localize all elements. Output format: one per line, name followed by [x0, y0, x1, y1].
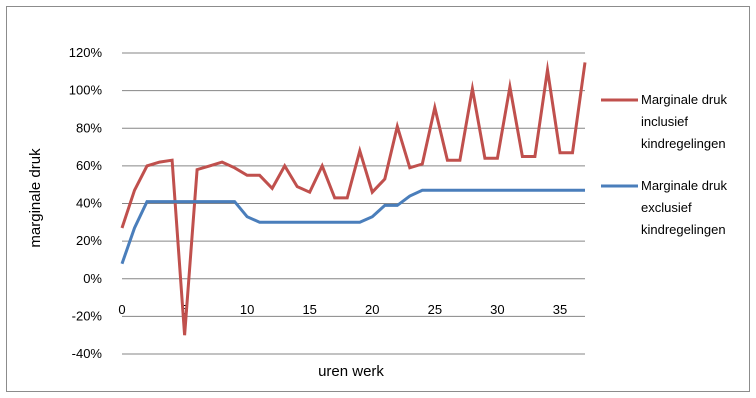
legend: Marginale druk inclusief kindregelingen Mar… — [601, 92, 727, 237]
legend-label-line: exclusief — [641, 200, 692, 215]
y-tick-label: -20% — [72, 308, 103, 323]
x-tick-label: 20 — [365, 302, 379, 317]
chart-frame — [6, 6, 750, 392]
y-tick-label: -40% — [72, 346, 103, 361]
y-tick-label: 40% — [76, 196, 102, 211]
x-axis-title: uren werk — [318, 363, 384, 380]
legend-label-line: kindregelingen — [641, 136, 726, 151]
y-tick-label: 0% — [83, 271, 102, 286]
y-axis-title: marginale druk — [27, 148, 44, 248]
x-tick-label: 5 — [181, 302, 188, 317]
legend-label-line: Marginale druk — [641, 92, 727, 107]
y-tick-label: 60% — [76, 158, 102, 173]
x-tick-label: 0 — [118, 302, 125, 317]
x-tick-label: 10 — [240, 302, 254, 317]
x-tick-label: 25 — [428, 302, 442, 317]
y-tick-label: 120% — [69, 45, 103, 60]
y-tick-labels: -40% -20% 0% 20% 40% 60% 80% 100% 120% — [69, 45, 103, 361]
series-lines — [120, 59, 587, 336]
gridlines — [122, 52, 585, 355]
x-tick-label: 15 — [302, 302, 316, 317]
series-line-2 — [120, 188, 585, 265]
legend-label-line: kindregelingen — [641, 222, 726, 237]
series-line-1 — [120, 59, 587, 336]
legend-label-line: Marginale druk — [641, 178, 727, 193]
y-tick-label: 80% — [76, 120, 102, 135]
legend-label-line: inclusief — [641, 114, 688, 129]
x-tick-label: 35 — [553, 302, 567, 317]
x-tick-label: 30 — [490, 302, 504, 317]
x-tick-labels: 0 5 10 15 20 25 30 35 — [118, 302, 567, 317]
y-tick-label: 20% — [76, 233, 102, 248]
y-tick-label: 100% — [69, 83, 103, 98]
